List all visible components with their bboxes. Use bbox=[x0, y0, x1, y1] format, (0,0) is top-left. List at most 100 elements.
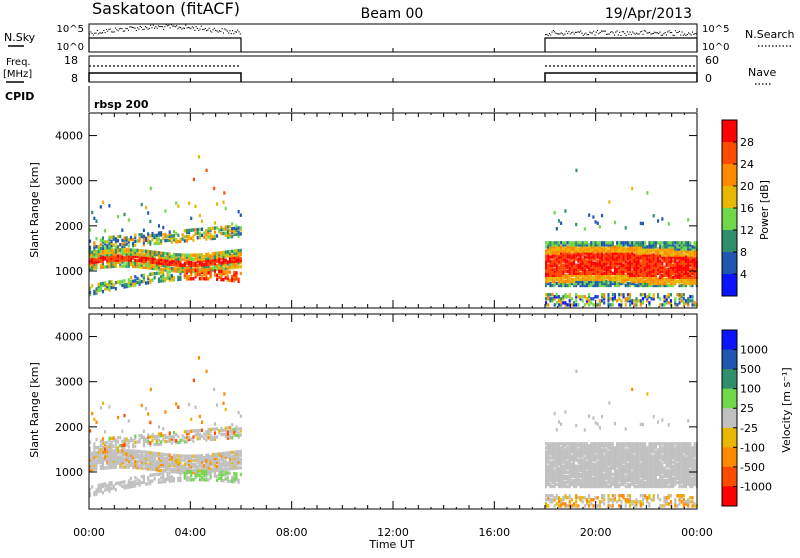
range-gate-cell bbox=[203, 464, 205, 467]
nsearch-point bbox=[148, 29, 149, 30]
range-gate-cell bbox=[545, 241, 547, 244]
range-gate-cell bbox=[562, 442, 564, 445]
nsearch-point bbox=[555, 33, 556, 34]
range-gate-cell bbox=[149, 279, 151, 282]
range-gate-cell bbox=[205, 237, 207, 240]
range-gate-cell bbox=[229, 426, 231, 429]
range-gate-cell bbox=[139, 278, 141, 281]
nsearch-point bbox=[94, 33, 95, 34]
range-gate-cell bbox=[162, 427, 164, 430]
nsearch-point bbox=[683, 35, 684, 36]
range-gate-cell bbox=[151, 250, 153, 253]
nsearch-point bbox=[607, 34, 608, 35]
nsearch-point bbox=[190, 28, 191, 29]
range-gate-cell bbox=[117, 235, 119, 238]
range-gate-cell bbox=[132, 481, 134, 484]
range-gate-cell bbox=[106, 244, 108, 247]
range-gate-cell bbox=[223, 402, 225, 405]
range-gate-cell bbox=[592, 297, 594, 300]
range-gate-cell bbox=[201, 429, 203, 432]
range-gate-cell bbox=[169, 270, 171, 273]
range-gate-cell bbox=[610, 498, 612, 501]
range-gate-cell bbox=[139, 438, 141, 441]
range-gate-cell bbox=[556, 241, 558, 244]
range-gate-cell bbox=[575, 169, 577, 172]
range-gate-cell bbox=[95, 287, 97, 290]
range-gate-cell bbox=[549, 282, 551, 285]
range-gate-cell bbox=[201, 228, 203, 231]
range-gate-cell bbox=[162, 271, 164, 274]
range-gate-cell bbox=[132, 449, 134, 452]
range-gate-cell bbox=[143, 235, 145, 238]
range-gate-cell bbox=[192, 238, 194, 241]
range-gate-cell bbox=[629, 241, 631, 244]
nsearch-point bbox=[175, 26, 176, 27]
range-gate-cell bbox=[169, 453, 171, 456]
range-gate-cell bbox=[171, 456, 173, 459]
range-gate-cell bbox=[128, 218, 130, 221]
range-gate-cell bbox=[218, 270, 220, 273]
range-gate-cell bbox=[635, 297, 637, 300]
range-gate-cell bbox=[592, 462, 594, 465]
range-gate-cell bbox=[599, 442, 601, 445]
range-gate-cell bbox=[162, 252, 164, 255]
range-gate-cell bbox=[147, 211, 149, 214]
range-gate-cell bbox=[119, 280, 121, 283]
nsearch-point bbox=[658, 33, 659, 34]
range-gate-cell bbox=[216, 479, 218, 482]
range-gate-cell bbox=[612, 297, 614, 300]
range-gate-cell bbox=[154, 435, 156, 438]
range-gate-cell bbox=[164, 239, 166, 242]
range-gate-cell bbox=[605, 442, 607, 445]
nsearch-point bbox=[171, 24, 172, 25]
range-gate-cell bbox=[240, 415, 242, 418]
range-gate-cell bbox=[220, 427, 222, 430]
range-gate-cell bbox=[134, 434, 136, 437]
nsearch-point bbox=[661, 35, 662, 36]
range-gate-cell bbox=[197, 454, 199, 457]
range-gate-cell bbox=[614, 293, 616, 296]
nsearch-point bbox=[568, 31, 569, 32]
range-gate-cell bbox=[223, 267, 225, 270]
nsearch-point bbox=[671, 32, 672, 33]
range-gate-cell bbox=[199, 273, 201, 276]
range-gate-cell bbox=[213, 187, 215, 190]
range-gate-cell bbox=[564, 280, 566, 283]
nsearch-point bbox=[575, 32, 576, 33]
range-gate-cell bbox=[216, 465, 218, 468]
range-gate-cell bbox=[231, 476, 233, 479]
range-gate-cell bbox=[115, 287, 117, 290]
range-gate-cell bbox=[193, 178, 195, 181]
power-colorbar-tick-label: 20 bbox=[740, 180, 754, 193]
range-gate-cell bbox=[139, 249, 141, 252]
range-gate-cell bbox=[584, 295, 586, 298]
range-gate-cell bbox=[207, 454, 209, 457]
range-gate-cell bbox=[623, 263, 625, 266]
nsearch-point bbox=[678, 32, 679, 33]
range-gate-cell bbox=[195, 205, 197, 208]
nsearch-point bbox=[600, 32, 601, 33]
nsearch-point bbox=[557, 33, 558, 34]
power-colorbar-swatch bbox=[722, 142, 737, 165]
nsearch-point bbox=[231, 33, 232, 34]
range-gate-cell bbox=[139, 434, 141, 437]
nsearch-point bbox=[558, 33, 559, 34]
range-gate-cell bbox=[577, 295, 579, 298]
range-gate-cell bbox=[567, 295, 569, 298]
range-gate-cell bbox=[238, 479, 240, 482]
range-gate-cell bbox=[668, 284, 670, 287]
range-gate-cell bbox=[121, 481, 123, 484]
range-gate-cell bbox=[229, 233, 231, 236]
range-gate-cell bbox=[139, 233, 141, 236]
range-gate-cell bbox=[586, 460, 588, 463]
range-gate-cell bbox=[569, 299, 571, 302]
range-gate-cell bbox=[188, 229, 190, 232]
range-gate-cell bbox=[212, 227, 214, 230]
range-gate-cell bbox=[603, 473, 605, 476]
range-gate-cell bbox=[167, 235, 169, 238]
range-gate-cell bbox=[638, 241, 640, 244]
nsearch-point bbox=[93, 34, 94, 35]
range-gate-cell bbox=[549, 460, 551, 463]
range-gate-cell bbox=[206, 370, 208, 373]
range-gate-cell bbox=[668, 301, 670, 304]
